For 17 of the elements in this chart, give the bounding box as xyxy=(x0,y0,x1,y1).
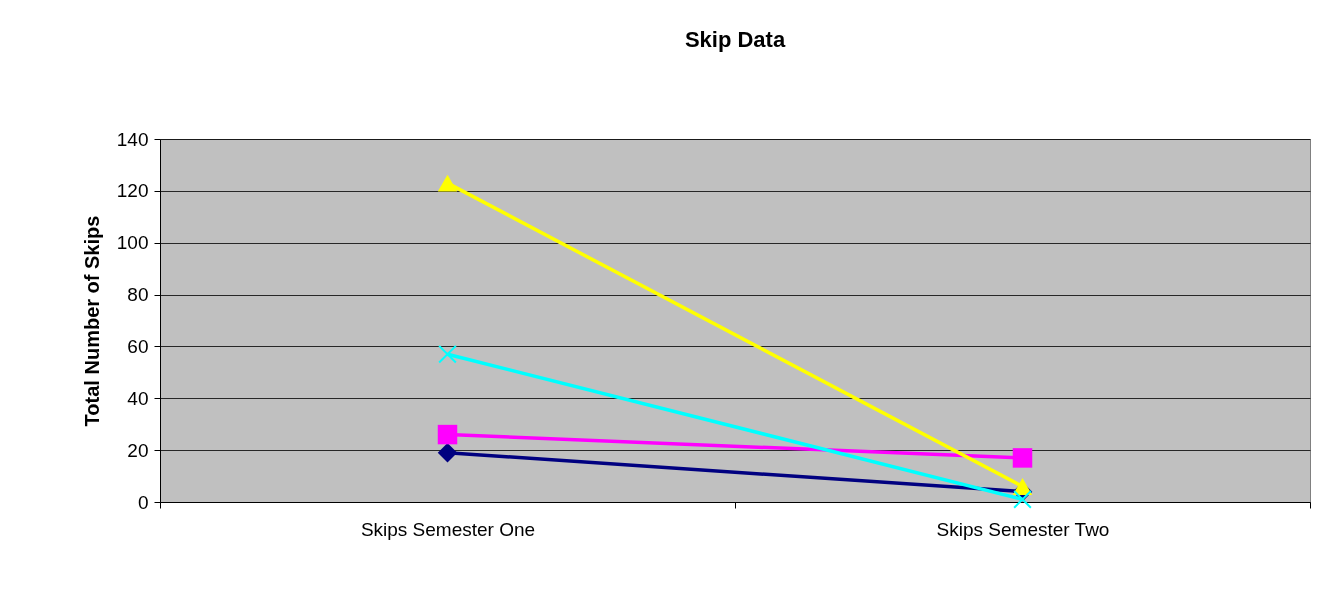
y-axis-title: Total Number of Skips xyxy=(80,215,103,427)
y-tick-label: 20 xyxy=(127,439,149,461)
point xyxy=(437,442,458,463)
y-tick-label: 140 xyxy=(116,128,149,150)
point xyxy=(1013,490,1032,509)
y-tick-label: 80 xyxy=(127,284,149,306)
chart-title: Skip Data xyxy=(684,27,786,52)
y-tick-label: 120 xyxy=(116,180,149,202)
point xyxy=(438,344,457,364)
y-tick-label: 0 xyxy=(137,491,149,513)
y-tick-label: 60 xyxy=(127,335,149,357)
point xyxy=(437,424,458,445)
y-tick-label: 40 xyxy=(127,387,149,409)
x-tick-label: Skips Semester One xyxy=(360,518,536,540)
point xyxy=(1012,448,1033,468)
x-tick-label: Skips Semester Two xyxy=(936,518,1110,540)
y-tick-label: 100 xyxy=(116,232,149,254)
